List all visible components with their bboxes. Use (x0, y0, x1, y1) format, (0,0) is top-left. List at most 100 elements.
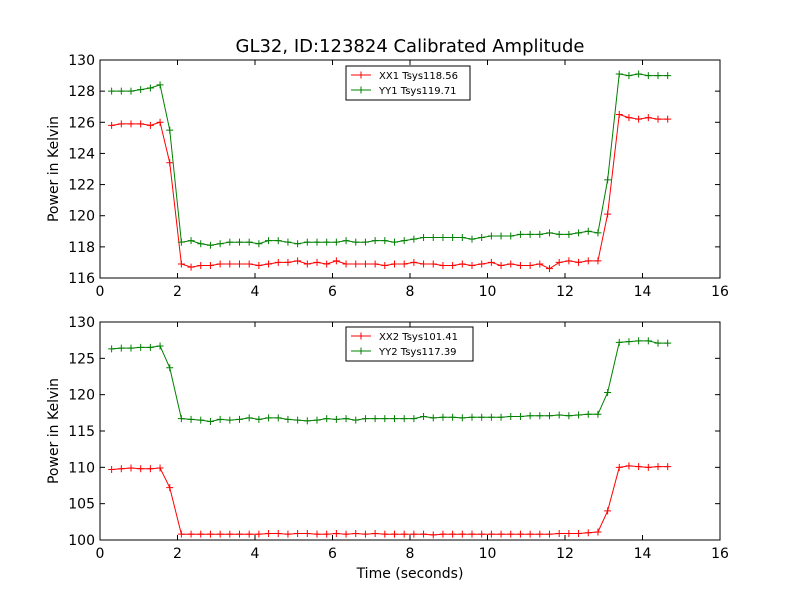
data-point (245, 238, 253, 246)
legend-marker (357, 347, 365, 355)
data-point (245, 260, 253, 268)
y-axis-label: Power in Kelvin (46, 378, 62, 484)
x-tick-label: 10 (479, 546, 497, 562)
data-point (615, 111, 623, 118)
data-point (146, 465, 154, 473)
data-point (478, 413, 486, 421)
top-plot-panel: 0 2 4 6 8 10 12 14 16 116 118 120 122 124 126 128 130 Pow… (46, 53, 729, 300)
data-point (507, 260, 515, 268)
data-point (644, 72, 652, 80)
data-point (206, 418, 214, 426)
data-point (604, 388, 612, 396)
data-point (284, 238, 292, 246)
data-point (294, 529, 302, 537)
data-point (615, 463, 623, 471)
data-point (284, 415, 292, 423)
data-point (664, 115, 672, 123)
data-point (575, 529, 583, 537)
data-point (400, 237, 408, 245)
data-point (108, 466, 116, 474)
data-point (206, 241, 214, 249)
data-point (644, 114, 652, 122)
x-tick-label: 4 (251, 546, 260, 562)
data-point (226, 416, 234, 424)
data-point (516, 412, 524, 420)
data-point (187, 237, 195, 245)
data-point (497, 530, 505, 538)
data-point (487, 232, 495, 240)
data-point (536, 260, 544, 268)
y-tick-label: 128 (68, 84, 95, 100)
data-point (420, 530, 428, 538)
legend-marker (357, 71, 365, 79)
data-point (226, 238, 234, 246)
data-point (117, 120, 125, 128)
data-point (265, 260, 273, 268)
y-tick-label: 118 (68, 240, 95, 256)
data-point (526, 530, 534, 538)
data-point (458, 234, 466, 242)
data-point (274, 529, 282, 537)
data-point (594, 257, 602, 265)
data-point (226, 530, 234, 538)
data-point (216, 240, 224, 248)
data-point (497, 232, 505, 240)
data-point (516, 530, 524, 538)
data-point (197, 530, 205, 538)
data-point (584, 257, 592, 265)
data-point (604, 507, 612, 515)
data-point (332, 238, 340, 246)
data-point (323, 530, 331, 538)
y-tick-label: 120 (68, 209, 95, 225)
data-point (352, 416, 360, 424)
data-point (664, 339, 672, 347)
data-point (361, 415, 369, 423)
x-tick-label: 12 (556, 546, 574, 562)
data-point (332, 415, 340, 423)
data-point (108, 345, 116, 353)
data-point (381, 530, 389, 538)
data-point (255, 262, 263, 270)
y-tick-label: 126 (68, 115, 95, 131)
y-tick-label: 125 (68, 351, 95, 367)
data-point (156, 342, 164, 350)
data-point (654, 339, 662, 347)
data-point (361, 530, 369, 538)
x-tick-label: 12 (556, 284, 574, 300)
data-point (323, 260, 331, 268)
data-point (604, 210, 612, 218)
x-tick-label: 14 (634, 546, 652, 562)
data-point (197, 416, 205, 424)
data-point (497, 262, 505, 270)
data-point (187, 530, 195, 538)
data-point (565, 412, 573, 420)
data-point (625, 462, 633, 470)
data-point (594, 410, 602, 418)
data-point (371, 260, 379, 268)
data-point (391, 238, 398, 246)
data-point (166, 484, 174, 492)
data-point (265, 414, 273, 422)
data-point (391, 530, 398, 538)
data-point (458, 414, 466, 422)
data-point (420, 412, 428, 420)
data-point (137, 343, 145, 351)
data-point (546, 530, 553, 538)
data-point (361, 260, 369, 268)
data-point (177, 238, 185, 246)
data-point (516, 262, 524, 270)
series-line-0 (111, 465, 668, 536)
data-point (604, 176, 612, 184)
data-point (635, 337, 643, 345)
data-point (177, 415, 185, 423)
y-tick-label: 124 (68, 146, 95, 162)
data-point (420, 260, 428, 268)
data-point (449, 530, 457, 538)
data-point (410, 258, 418, 266)
data-point (458, 260, 466, 268)
data-point (615, 70, 623, 78)
data-point (429, 414, 437, 422)
y-tick-label: 116 (68, 271, 95, 287)
data-point (313, 530, 321, 538)
